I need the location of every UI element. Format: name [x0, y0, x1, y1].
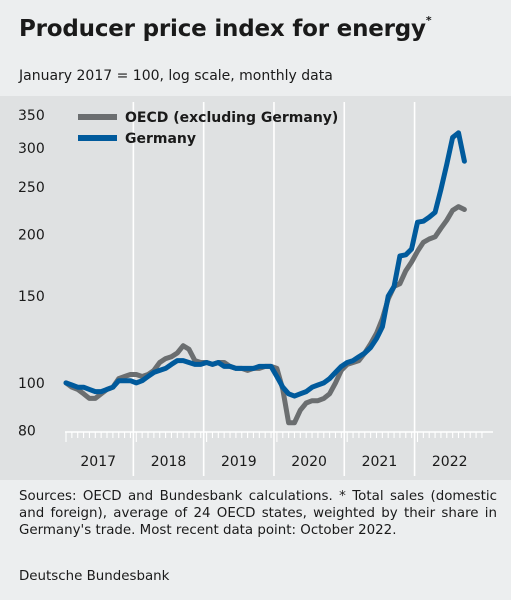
x-year-label: 2020 — [291, 454, 327, 470]
title-footnote-marker: * — [425, 14, 432, 27]
y-tick-label: 200 — [18, 228, 45, 244]
y-tick-label: 100 — [18, 376, 45, 392]
publisher-credit: Deutsche Bundesbank — [19, 569, 170, 584]
chart-plot: 80 100 150 200 250 300 350 2017 2018 2019 2020 2021… — [0, 96, 511, 480]
y-tick-label: 350 — [18, 108, 45, 124]
chart-footer: Sources: OECD and Bundesbank calculation… — [0, 480, 511, 600]
x-year-label: 2018 — [151, 454, 187, 470]
y-tick-label: 300 — [18, 141, 45, 157]
chart-title-text: Producer price index for energy — [19, 16, 426, 42]
sources-note: Sources: OECD and Bundesbank calculation… — [19, 489, 497, 538]
y-tick-label: 150 — [18, 289, 45, 305]
plot-background — [0, 96, 511, 480]
series-line-germany — [63, 130, 467, 399]
x-year-label: 2021 — [362, 454, 398, 470]
chart-title: Producer price index for energy* — [19, 14, 432, 42]
y-tick-label: 80 — [18, 424, 36, 440]
x-year-label: 2017 — [80, 454, 116, 470]
legend-label: Germany — [125, 131, 196, 147]
x-year-label: 2019 — [221, 454, 257, 470]
chart-header: Producer price index for energy* January… — [0, 0, 511, 96]
y-tick-label: 250 — [18, 180, 45, 196]
x-year-label: 2022 — [432, 454, 468, 470]
legend-label: OECD (excluding Germany) — [125, 110, 338, 126]
chart-subtitle: January 2017 = 100, log scale, monthly d… — [19, 68, 333, 84]
